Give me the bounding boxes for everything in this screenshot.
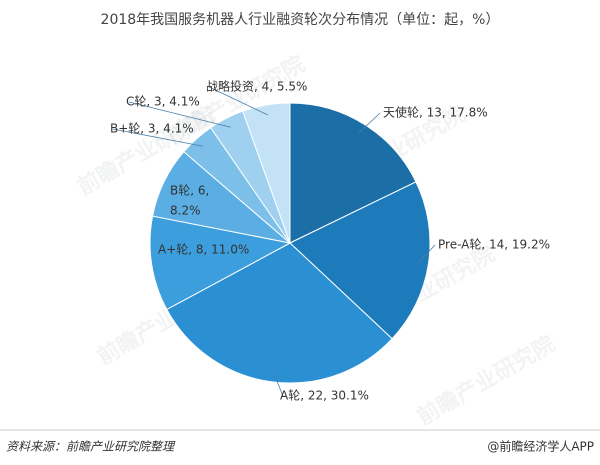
data-label: B+轮, 3, 4.1%: [110, 122, 194, 136]
pie: [149, 102, 431, 384]
data-label: A+轮, 8, 11.0%: [158, 243, 249, 257]
source: 资料来源：前瞻产业研究院整理: [6, 440, 176, 454]
footer-brand: @前瞻经济学人APP: [487, 439, 594, 454]
data-label: B轮, 6,: [170, 184, 209, 198]
pie-slice: [242, 102, 291, 244]
data-label: A轮, 22, 30.1%: [280, 389, 369, 403]
leader-line: [112, 128, 204, 147]
chart-title: 2018年我国服务机器人行业融资轮次分布情况（单位：起，%）: [101, 12, 500, 28]
data-label: 战略投资, 4, 5.5%: [206, 79, 307, 94]
pie-slice: [166, 242, 393, 384]
pie-slice: [289, 102, 417, 244]
data-labels: 天使轮, 13, 17.8% Pre-A轮, 14, 19.2% A轮, 22, 3…: [110, 79, 550, 403]
data-label: Pre-A轮, 14, 19.2%: [438, 238, 550, 252]
pie-slice: [149, 215, 292, 311]
leader-line: [272, 371, 284, 397]
watermark: 前瞻产业研究院: [413, 331, 559, 431]
data-label: 8.2%: [170, 204, 201, 218]
data-label: C轮, 3, 4.1%: [126, 95, 200, 109]
leader-line: [418, 244, 436, 263]
leader-line: [358, 112, 381, 134]
data-label: 天使轮, 13, 17.8%: [383, 105, 488, 120]
pie-slice: [289, 181, 431, 340]
leader-line: [208, 86, 268, 116]
leader-line: [128, 101, 231, 128]
